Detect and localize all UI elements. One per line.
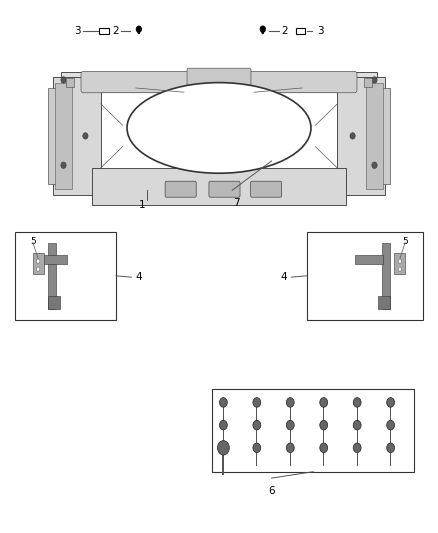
- Bar: [223, 430, 224, 443]
- Circle shape: [217, 441, 230, 455]
- Text: 7: 7: [233, 198, 240, 208]
- Bar: [337, 77, 385, 195]
- Bar: [357, 430, 358, 443]
- Circle shape: [136, 26, 141, 33]
- Bar: [307, 232, 423, 320]
- Circle shape: [219, 398, 227, 407]
- Text: 4: 4: [136, 272, 142, 282]
- Bar: [290, 407, 291, 421]
- Bar: [38, 255, 67, 264]
- Bar: [366, 83, 383, 189]
- Bar: [48, 296, 60, 309]
- Circle shape: [253, 398, 261, 407]
- Text: 2: 2: [282, 26, 288, 36]
- Circle shape: [320, 421, 328, 430]
- Circle shape: [320, 443, 328, 453]
- Polygon shape: [138, 30, 140, 34]
- Bar: [390, 430, 391, 443]
- Polygon shape: [261, 30, 264, 34]
- Bar: [357, 453, 358, 466]
- Bar: [296, 28, 305, 34]
- FancyBboxPatch shape: [209, 181, 240, 197]
- Circle shape: [387, 398, 395, 407]
- Circle shape: [286, 421, 294, 430]
- Bar: [256, 453, 258, 466]
- Circle shape: [387, 421, 395, 430]
- Bar: [66, 78, 74, 87]
- Circle shape: [372, 162, 377, 168]
- Circle shape: [398, 267, 402, 271]
- Bar: [33, 253, 44, 274]
- Bar: [223, 455, 225, 475]
- Bar: [382, 243, 390, 309]
- Bar: [323, 407, 325, 421]
- Text: 3: 3: [317, 26, 323, 36]
- Bar: [61, 72, 377, 92]
- Circle shape: [253, 443, 261, 453]
- Bar: [15, 232, 116, 320]
- Bar: [379, 88, 390, 184]
- Circle shape: [83, 133, 88, 139]
- Bar: [290, 430, 291, 443]
- Bar: [99, 28, 109, 34]
- Bar: [378, 296, 390, 309]
- Bar: [323, 430, 325, 443]
- Text: 6: 6: [268, 486, 275, 496]
- Bar: [290, 453, 291, 466]
- Bar: [55, 83, 72, 189]
- Text: 5: 5: [30, 237, 36, 246]
- Circle shape: [260, 26, 265, 33]
- FancyBboxPatch shape: [165, 181, 196, 197]
- Bar: [223, 407, 224, 421]
- Text: 1: 1: [139, 200, 146, 210]
- Text: 2: 2: [113, 26, 119, 36]
- Text: 4: 4: [280, 272, 287, 282]
- Ellipse shape: [127, 83, 311, 173]
- Circle shape: [320, 398, 328, 407]
- Circle shape: [286, 398, 294, 407]
- Circle shape: [398, 259, 402, 263]
- Bar: [256, 430, 258, 443]
- Bar: [53, 77, 101, 195]
- Circle shape: [353, 398, 361, 407]
- Bar: [355, 255, 383, 264]
- Bar: [323, 453, 325, 466]
- Bar: [394, 253, 405, 274]
- Bar: [390, 453, 391, 466]
- Bar: [212, 389, 414, 472]
- Circle shape: [253, 421, 261, 430]
- Circle shape: [387, 443, 395, 453]
- Circle shape: [61, 77, 66, 83]
- Bar: [357, 407, 358, 421]
- Bar: [92, 168, 346, 205]
- Bar: [364, 78, 372, 87]
- Bar: [390, 407, 391, 421]
- Bar: [48, 243, 56, 309]
- Circle shape: [353, 443, 361, 453]
- Circle shape: [286, 443, 294, 453]
- Text: 3: 3: [74, 26, 81, 36]
- FancyBboxPatch shape: [187, 68, 251, 99]
- Circle shape: [36, 267, 40, 271]
- Circle shape: [61, 162, 66, 168]
- Circle shape: [353, 421, 361, 430]
- Circle shape: [372, 77, 377, 83]
- Bar: [48, 88, 59, 184]
- Bar: [256, 407, 258, 421]
- Circle shape: [350, 133, 355, 139]
- Circle shape: [36, 259, 40, 263]
- FancyBboxPatch shape: [81, 71, 357, 93]
- Text: 5: 5: [402, 237, 408, 246]
- FancyBboxPatch shape: [251, 181, 282, 197]
- Circle shape: [219, 421, 227, 430]
